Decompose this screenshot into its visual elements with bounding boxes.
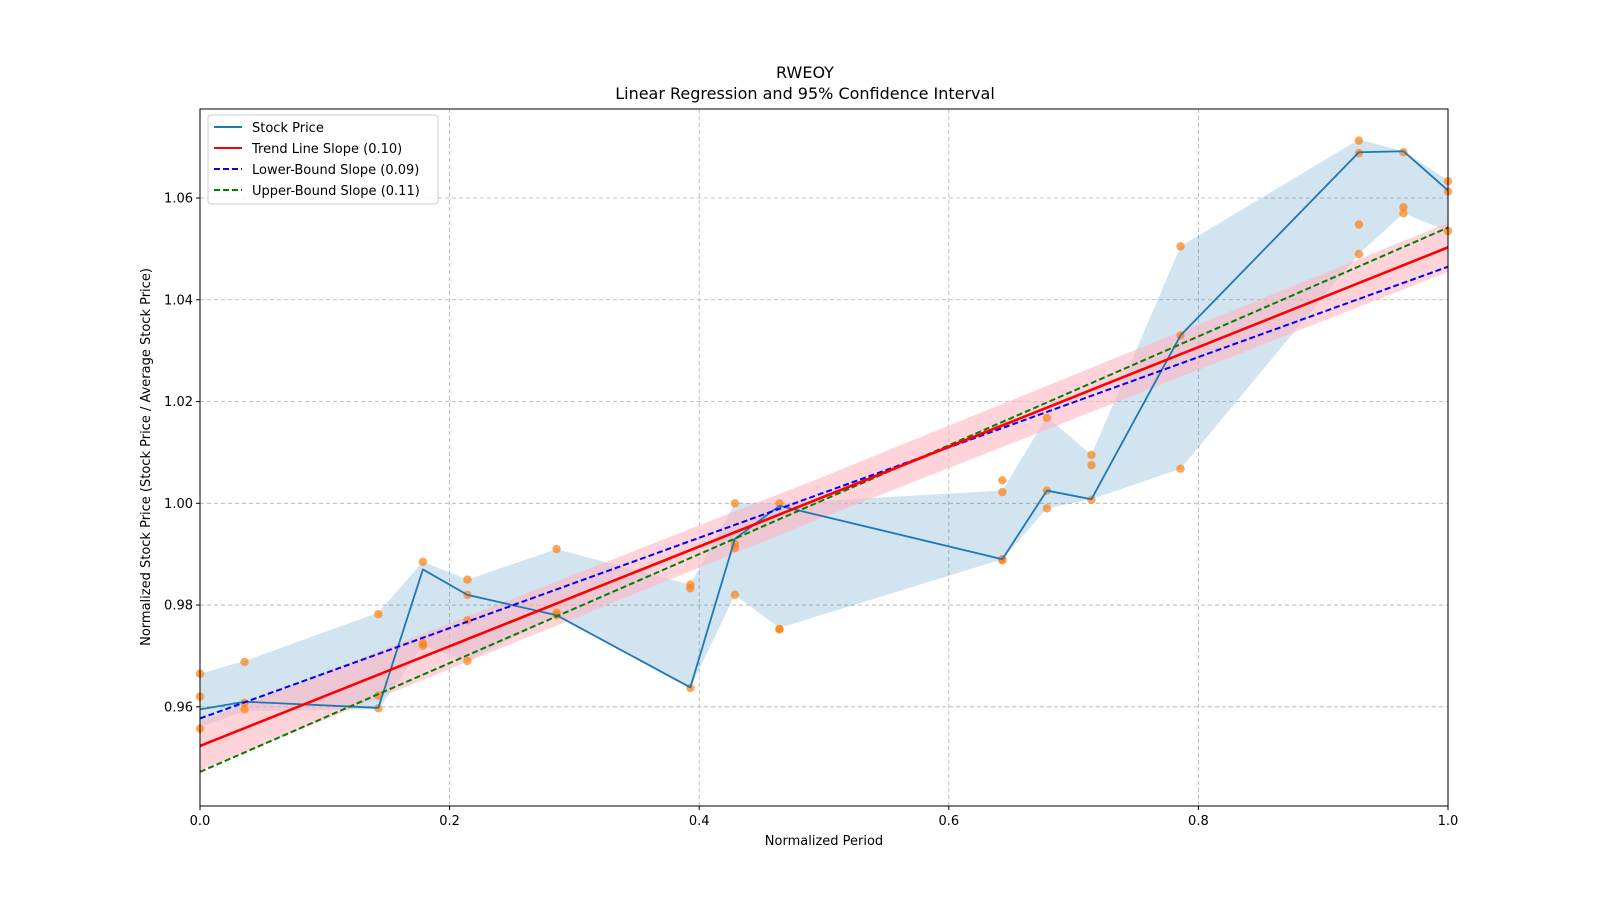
scatter-point — [240, 657, 249, 667]
scatter-point — [1176, 464, 1185, 473]
scatter-point — [1176, 242, 1185, 251]
scatter-point — [686, 584, 695, 593]
scatter-point — [730, 590, 740, 600]
plot-frame — [199, 108, 1449, 807]
scatter-point — [998, 487, 1007, 497]
lower-bound-line — [199, 265, 1449, 720]
chart-title: RWEOY — [776, 63, 834, 82]
scatter-point — [1354, 220, 1364, 229]
y-axis-label: Normalized Stock Price (Stock Price / Av… — [139, 268, 154, 646]
y-axis-ticks: 0.96 0.98 1.00 1.02 1.04 1.06 — [164, 192, 200, 715]
scatter-point — [463, 656, 472, 666]
scatter-point — [463, 575, 472, 584]
scatter-point — [1087, 460, 1096, 470]
y-tick-label: 0.96 — [164, 700, 193, 715]
scatter-point — [998, 556, 1007, 565]
scatter-point — [1042, 413, 1052, 423]
stock-price-confidence-band — [200, 139, 1448, 728]
y-tick-label: 1.00 — [164, 497, 193, 512]
x-tick-label: 0.0 — [190, 814, 211, 829]
scatter-point — [998, 476, 1007, 485]
y-tick-label: 0.98 — [164, 599, 193, 614]
legend-label-trend-line: Trend Line Slope (0.10) — [251, 142, 402, 157]
legend: Stock Price Trend Line Slope (0.10) Lowe… — [207, 114, 439, 205]
upper-bound-line — [199, 226, 1449, 773]
scatter-point — [418, 557, 428, 566]
scatter-point — [1354, 249, 1364, 259]
x-axis-label: Normalized Period — [765, 834, 883, 849]
scatter-point — [730, 499, 740, 508]
series-lines — [199, 150, 1449, 773]
legend-box — [207, 114, 439, 205]
y-tick-label: 1.04 — [164, 293, 193, 308]
scatter-point — [775, 625, 784, 634]
x-tick-label: 0.8 — [1188, 814, 1209, 829]
scatter-point — [775, 499, 784, 508]
scatter-point — [1042, 504, 1052, 513]
stock-price-band-area — [200, 139, 1448, 728]
y-tick-label: 1.02 — [164, 395, 193, 410]
scatter-point — [374, 609, 383, 619]
x-tick-label: 0.4 — [689, 814, 710, 829]
legend-label-upper-bound: Upper-Bound Slope (0.11) — [252, 184, 420, 199]
scatter-point — [1087, 450, 1096, 460]
legend-label-stock-price: Stock Price — [252, 121, 324, 136]
scatter-point — [1399, 202, 1408, 212]
x-axis-ticks: 0.0 0.2 0.4 0.6 0.8 1.0 — [190, 806, 1459, 829]
scatter-point — [418, 641, 428, 650]
chart-subtitle: Linear Regression and 95% Confidence Int… — [615, 84, 995, 103]
x-tick-label: 0.2 — [439, 814, 460, 829]
x-tick-label: 0.6 — [938, 814, 959, 829]
scatter-point — [1354, 136, 1364, 145]
scatter-point — [240, 705, 249, 714]
legend-label-lower-bound: Lower-Bound Slope (0.09) — [252, 163, 419, 178]
scatter-point — [374, 691, 383, 700]
y-tick-label: 1.06 — [164, 192, 193, 207]
scatter-point — [1399, 209, 1408, 218]
x-tick-label: 1.0 — [1438, 814, 1459, 829]
trend-line — [199, 246, 1449, 748]
scatter-point — [552, 544, 561, 554]
